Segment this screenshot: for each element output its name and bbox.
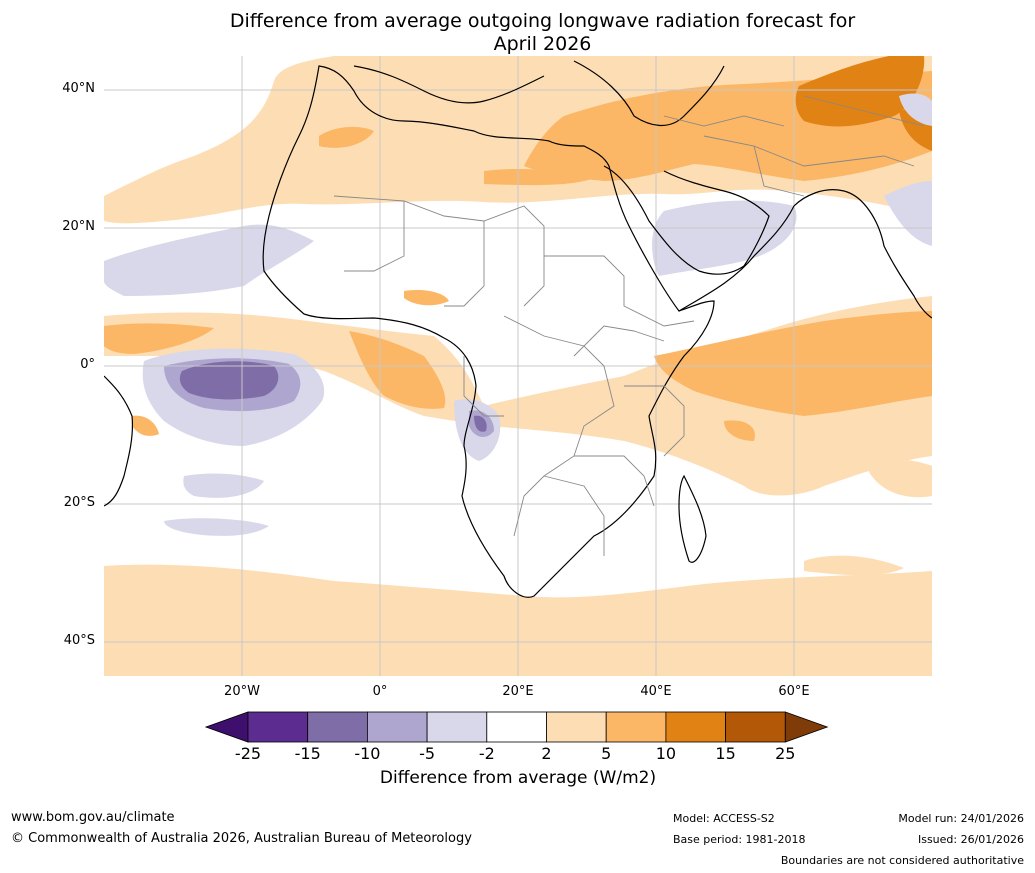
map-gridlines [104, 56, 932, 676]
colorbar-swatch [486, 711, 547, 743]
colorbar-swatch [605, 711, 667, 743]
colorbar-tick-label: 10 [655, 744, 677, 763]
coastlines [104, 60, 932, 598]
map-area [104, 56, 932, 676]
colorbar-extend-high [784, 711, 829, 743]
footer-issued: Issued: 26/01/2026 [917, 833, 1024, 846]
colorbar-swatch [426, 711, 488, 743]
colorbar-tick-label: 15 [715, 744, 736, 763]
lat-label-20s: 20°S [63, 495, 95, 510]
lon-label-60e: 60°E [778, 684, 810, 699]
colorbar-tick-label: -15 [294, 744, 321, 763]
chart-title: Difference from average outgoing longwav… [0, 10, 1035, 56]
colorbar [204, 711, 830, 747]
colorbar-tick-label: -5 [419, 744, 436, 763]
footer-model-run: Model run: 24/01/2026 [898, 812, 1024, 825]
colorbar-swatch [665, 711, 726, 743]
colorbar-tick-label: 5 [601, 744, 612, 763]
colorbar-label: Difference from average (W/m2) [379, 768, 657, 788]
colorbar-swatch [366, 711, 428, 743]
lon-label-0: 0° [372, 684, 388, 699]
colorbar-tick-label: -10 [354, 744, 381, 763]
footer-model: Model: ACCESS-S2 [673, 812, 775, 825]
colorbar-swatch [546, 711, 607, 743]
lon-label-20e: 20°E [502, 684, 534, 699]
colorbar-tick-label: 25 [775, 744, 796, 763]
anomaly-neg15-to-neg10 [179, 361, 487, 432]
title-line-2: April 2026 [493, 33, 592, 55]
colorbar-swatch [247, 711, 309, 743]
footer-base-period: Base period: 1981-2018 [673, 833, 806, 846]
footer-disclaimer: Boundaries are not considered authoritat… [780, 854, 1024, 867]
colorbar-tick-label: 2 [541, 744, 552, 763]
lat-label-20n: 20°N [62, 219, 95, 234]
map-svg [104, 56, 932, 676]
footer-copyright: © Commonwealth of Australia 2026, Austra… [11, 831, 472, 846]
colorbar-swatch [725, 711, 786, 743]
colorbar-tick-label: -25 [234, 744, 262, 763]
lat-label-40n: 40°N [62, 81, 95, 96]
colorbar-extend-low [204, 711, 249, 743]
lon-label-40e: 40°E [640, 684, 672, 699]
colorbar-tick-label: -2 [478, 744, 495, 763]
country-borders [333, 95, 925, 556]
colorbar-svg [204, 711, 829, 743]
lat-label-40s: 40°S [63, 633, 95, 648]
footer-website[interactable]: www.bom.gov.au/climate [11, 810, 175, 825]
lon-label-20w: 20°W [224, 684, 260, 699]
colorbar-swatch [307, 711, 368, 743]
title-line-1: Difference from average outgoing longwav… [229, 10, 856, 32]
lat-label-0: 0° [80, 357, 95, 372]
